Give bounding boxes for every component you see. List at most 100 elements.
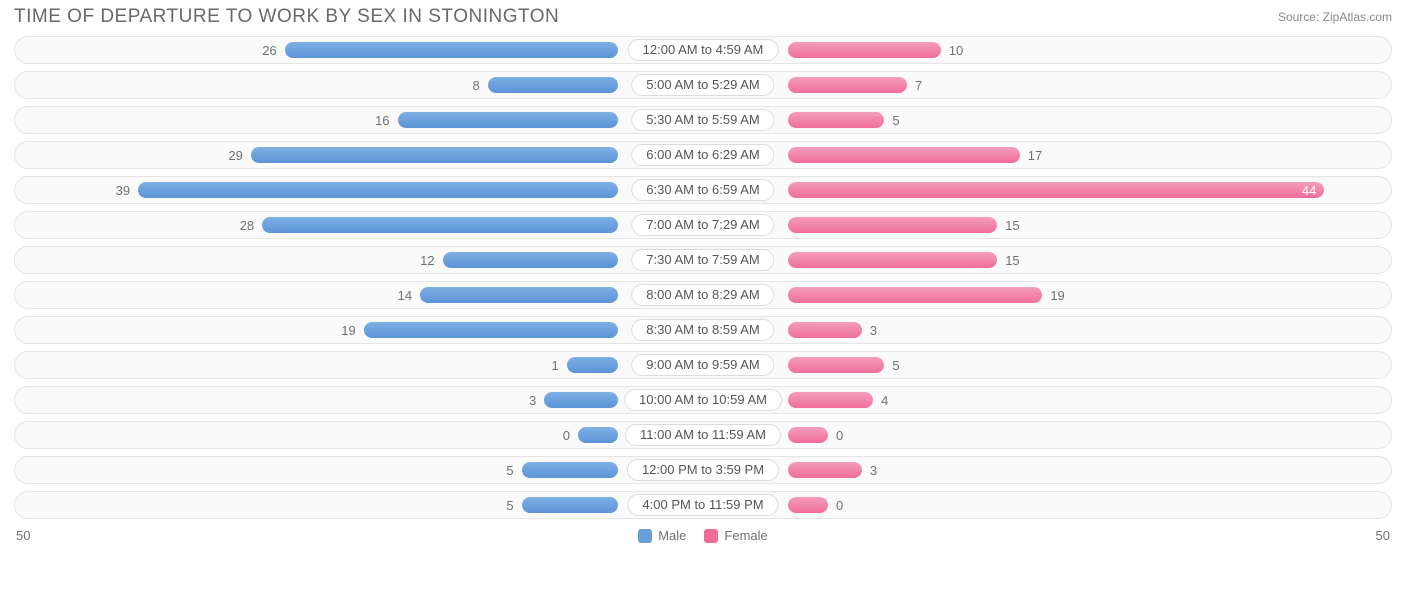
legend-label-female: Female [724,528,767,543]
row-left-half: 5 [15,457,703,483]
row-right-half: 3 [703,317,1391,343]
female-value-label: 44 [1294,183,1324,198]
female-bar [788,147,1020,163]
row-left-half: 26 [15,37,703,63]
category-label: 9:00 AM to 9:59 AM [631,354,774,376]
female-value-label: 4 [873,393,896,408]
male-value-label: 3 [521,393,544,408]
row-right-half: 5 [703,352,1391,378]
female-value-label: 5 [884,113,907,128]
female-value-label: 15 [997,253,1027,268]
male-bar [443,252,618,268]
female-bar [788,287,1042,303]
chart-footer: 50 Male Female 50 [0,526,1406,543]
male-value-label: 1 [544,358,567,373]
male-bar [522,497,618,513]
category-label: 8:00 AM to 8:29 AM [631,284,774,306]
female-bar [788,462,862,478]
chart-row: 5 04:00 PM to 11:59 PM [14,491,1392,519]
row-right-half: 3 [703,457,1391,483]
male-value-label: 8 [465,78,488,93]
male-bar [578,427,618,443]
category-label: 8:30 AM to 8:59 AM [631,319,774,341]
chart-row: 0 0 11:00 AM to 11:59 AM [14,421,1392,449]
female-value-label: 15 [997,218,1027,233]
row-left-half: 1 [15,352,703,378]
male-value-label: 39 [108,183,138,198]
female-value-label: 0 [828,428,851,443]
chart-row: 28157:00 AM to 7:29 AM [14,211,1392,239]
chart-row: 1 5 9:00 AM to 9:59 AM [14,351,1392,379]
legend-label-male: Male [658,528,686,543]
male-value-label: 5 [498,463,521,478]
axis-left-max: 50 [16,528,30,543]
male-value-label: 28 [232,218,262,233]
male-value-label: 19 [333,323,363,338]
male-value-label: 5 [498,498,521,513]
female-value-label: 5 [884,358,907,373]
row-left-half: 8 [15,72,703,98]
category-label: 10:00 AM to 10:59 AM [624,389,782,411]
male-bar [285,42,618,58]
category-label: 12:00 PM to 3:59 PM [627,459,779,481]
male-bar [420,287,618,303]
male-value-label: 0 [555,428,578,443]
legend-swatch-female [704,529,718,543]
row-right-half: 10 [703,37,1391,63]
female-bar [788,252,997,268]
female-bar [788,392,873,408]
male-bar [364,322,618,338]
male-value-label: 12 [412,253,442,268]
female-bar [788,357,884,373]
row-left-half: 5 [15,492,703,518]
male-value-label: 14 [390,288,420,303]
legend-swatch-male [638,529,652,543]
female-bar [788,42,941,58]
chart-row: 5 312:00 PM to 3:59 PM [14,456,1392,484]
category-label: 6:30 AM to 6:59 AM [631,179,774,201]
row-left-half: 3 [15,387,703,413]
category-label: 5:00 AM to 5:29 AM [631,74,774,96]
male-bar [398,112,618,128]
row-left-half: 16 [15,107,703,133]
category-label: 11:00 AM to 11:59 AM [625,424,781,446]
chart-source: Source: ZipAtlas.com [1278,10,1392,24]
row-right-half: 0 [703,492,1391,518]
chart-row: 26 10 12:00 AM to 4:59 AM [14,36,1392,64]
chart-area: 261012:00 AM to 4:59 AM875:00 AM to 5:29… [0,36,1406,519]
row-right-half: 0 [703,422,1391,448]
row-right-half: 19 [703,282,1391,308]
category-label: 7:30 AM to 7:59 AM [631,249,774,271]
female-bar [788,427,828,443]
female-value-label: 19 [1042,288,1072,303]
female-bar [788,497,828,513]
row-left-half: 39 [15,177,703,203]
row-right-half: 15 [703,212,1391,238]
legend-item-female: Female [704,528,767,543]
female-bar [788,77,907,93]
female-bar [788,322,862,338]
legend-item-male: Male [638,528,686,543]
category-label: 12:00 AM to 4:59 AM [628,39,779,61]
chart-row: 12 15 7:30 AM to 7:59 AM [14,246,1392,274]
row-right-half: 15 [703,247,1391,273]
category-label: 4:00 PM to 11:59 PM [627,494,778,516]
row-left-half: 19 [15,317,703,343]
male-bar [522,462,618,478]
chart-title: TIME OF DEPARTURE TO WORK BY SEX IN STON… [14,6,559,28]
legend: Male Female [638,528,768,543]
row-right-half: 17 [703,142,1391,168]
female-value-label: 10 [941,43,971,58]
female-value-label: 17 [1020,148,1050,163]
female-bar: 44 [788,182,1324,198]
male-bar [544,392,618,408]
chart-header: TIME OF DEPARTURE TO WORK BY SEX IN STON… [0,0,1406,36]
male-bar [262,217,618,233]
row-right-half: 7 [703,72,1391,98]
female-bar [788,217,997,233]
male-bar [251,147,618,163]
axis-right-max: 50 [1376,528,1390,543]
chart-row: 39 44 6:30 AM to 6:59 AM [14,176,1392,204]
chart-row: 19 38:30 AM to 8:59 AM [14,316,1392,344]
row-left-half: 14 [15,282,703,308]
